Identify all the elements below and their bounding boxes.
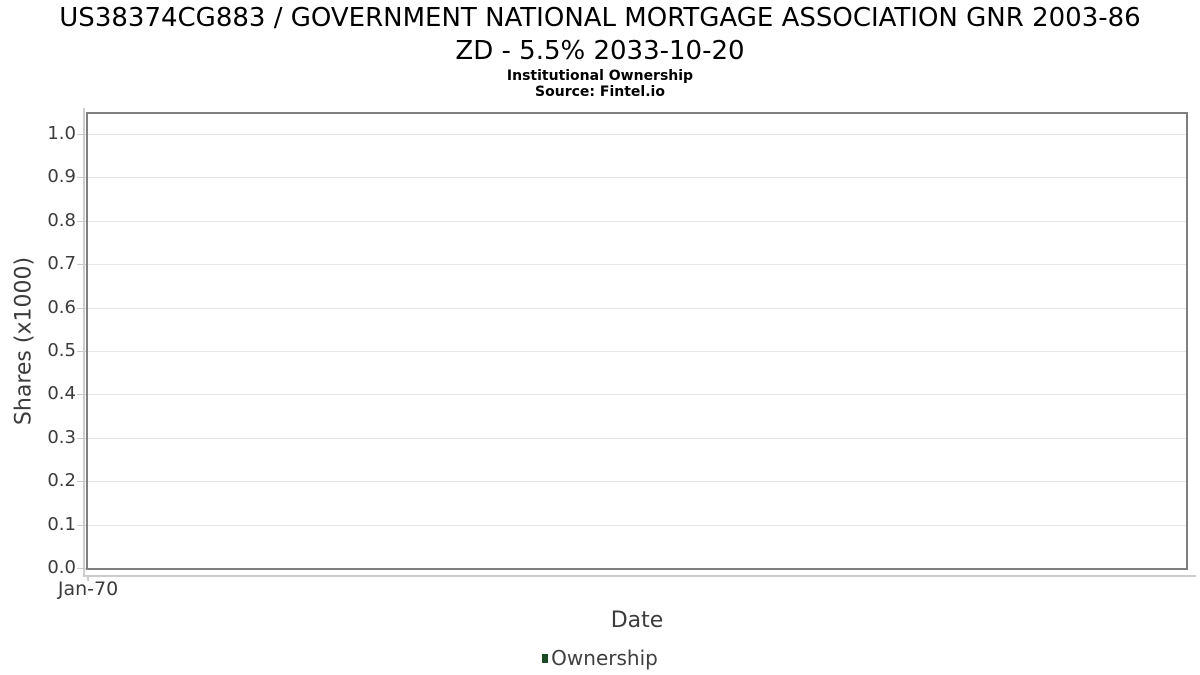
gridline-0.1 bbox=[88, 525, 1186, 526]
y-tick-mark-0.3 bbox=[77, 438, 86, 439]
chart-subtitle: Institutional Ownership bbox=[506, 68, 694, 84]
gridline-0.2 bbox=[88, 481, 1186, 482]
gridline-0.8 bbox=[88, 221, 1186, 222]
y-axis-line bbox=[83, 108, 85, 577]
y-tick-mark-0.9 bbox=[77, 177, 86, 178]
y-tick-label-0.3: 0.3 bbox=[47, 427, 76, 448]
legend: Ownership bbox=[0, 646, 1200, 670]
y-tick-label-0.6: 0.6 bbox=[47, 297, 76, 318]
gridline-0.9 bbox=[88, 177, 1186, 178]
y-tick-label-0.1: 0.1 bbox=[47, 514, 76, 535]
y-tick-label-1.0: 1.0 bbox=[47, 123, 76, 144]
legend-item-ownership[interactable]: Ownership bbox=[542, 646, 658, 670]
y-tick-mark-0.2 bbox=[77, 481, 86, 482]
y-tick-mark-0.7 bbox=[77, 264, 86, 265]
y-tick-label-0.8: 0.8 bbox=[47, 210, 76, 231]
y-tick-label-0.0: 0.0 bbox=[47, 557, 76, 578]
x-axis-title: Date bbox=[610, 608, 664, 633]
y-tick-mark-0.4 bbox=[77, 394, 86, 395]
y-tick-mark-0.6 bbox=[77, 308, 86, 309]
y-tick-mark-0.0 bbox=[77, 568, 86, 569]
x-tick-mark bbox=[87, 577, 89, 581]
y-tick-label-0.2: 0.2 bbox=[47, 470, 76, 491]
gridline-0.3 bbox=[88, 438, 1186, 439]
gridline-0.5 bbox=[88, 351, 1186, 352]
x-axis-line bbox=[83, 575, 1196, 577]
y-tick-label-0.9: 0.9 bbox=[47, 166, 76, 187]
chart-source-note: Source: Fintel.io bbox=[535, 84, 665, 100]
gridline-1.0 bbox=[88, 134, 1186, 135]
y-tick-label-0.4: 0.4 bbox=[47, 383, 76, 404]
legend-marker-icon bbox=[542, 653, 549, 663]
y-tick-mark-0.8 bbox=[77, 221, 86, 222]
y-tick-mark-0.5 bbox=[77, 351, 86, 352]
y-tick-label-0.5: 0.5 bbox=[47, 340, 76, 361]
gridline-0.4 bbox=[88, 394, 1186, 395]
legend-label: Ownership bbox=[551, 646, 658, 670]
y-tick-mark-1.0 bbox=[77, 134, 86, 135]
gridline-0.6 bbox=[88, 308, 1186, 309]
gridline-0.7 bbox=[88, 264, 1186, 265]
y-tick-mark-0.1 bbox=[77, 525, 86, 526]
plot-area: Jan-70 0.0 0.1 0.2 0.3 0.4 0.5 0.6 0.7 0.8 0.9 1.0 bbox=[47, 112, 1188, 600]
chart-title-line-1: US38374CG883 / GOVERNMENT NATIONAL MORTG… bbox=[59, 3, 1141, 33]
x-tick-label: Jan-70 bbox=[57, 578, 119, 600]
chart-title-line-2: ZD - 5.5% 2033-10-20 bbox=[455, 36, 745, 66]
y-tick-label-0.7: 0.7 bbox=[47, 253, 76, 274]
